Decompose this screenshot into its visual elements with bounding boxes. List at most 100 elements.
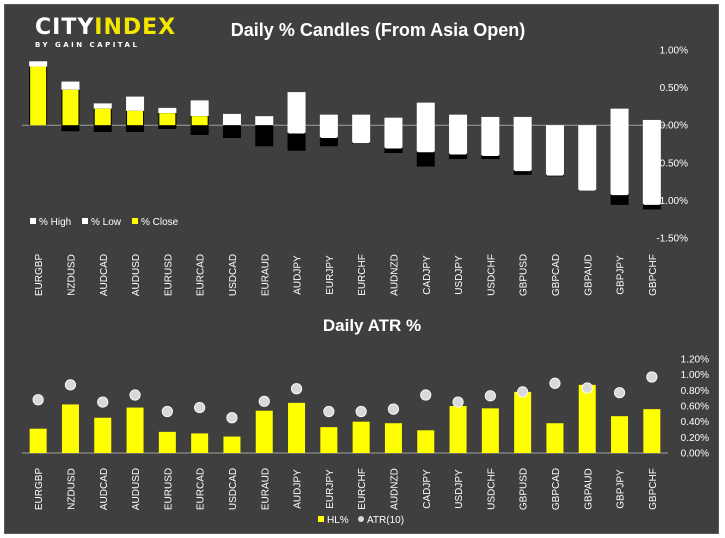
chart1-title: Daily % Candles (From Asia Open) [231, 20, 525, 40]
close-bar [191, 116, 208, 126]
x-tick-eurchf: EURCHF [357, 254, 368, 296]
atr-marker [646, 371, 658, 383]
hl-bar [514, 391, 532, 453]
legend-swatch-high [30, 218, 36, 224]
legend-label-high: % High [39, 217, 71, 228]
high-box [29, 61, 48, 67]
atr-marker [517, 386, 529, 398]
hl-bar [611, 416, 629, 453]
x-tick-usdchf: USDCHF [486, 254, 497, 296]
low-box [513, 170, 532, 175]
x-tick-usdjpy: USDJPY [454, 255, 465, 295]
logo-tagline: BY GAIN CAPITAL [35, 41, 140, 49]
high-box [449, 114, 468, 154]
x-tick-audusd: AUDUSD [131, 468, 142, 510]
x-tick-gbpaud: GBPAUD [583, 468, 594, 510]
hl-bar [288, 402, 306, 453]
atr-chart: EURGBP NZDUSD AUDCAD AUDUSD EURUSD EURCAD USDC… [22, 355, 709, 526]
atr-marker [613, 387, 626, 399]
x-tick-audcad: AUDCAD [99, 254, 110, 296]
x-tick-usdcad: USDCAD [228, 468, 239, 510]
atr-marker [194, 401, 206, 414]
high-box [416, 102, 435, 152]
x-tick-nzdusd: NZDUSD [66, 254, 77, 296]
x-tick-cadjpy: CADJPY [422, 469, 433, 509]
x-tick-gbpusd: GBPUSD [519, 254, 530, 296]
x-tick-nzdusd: NZDUSD [66, 468, 77, 510]
high-box [642, 119, 661, 205]
x-tick-eurusd: EURUSD [163, 254, 174, 296]
low-box [352, 142, 371, 144]
hl-bar [384, 423, 402, 453]
close-bar [94, 108, 111, 126]
y-tick: 1.00% [681, 370, 709, 381]
y-tick: -0.50% [656, 158, 688, 169]
low-box [610, 194, 629, 205]
low-box [545, 174, 564, 177]
x-tick-eurjpy: EURJPY [325, 469, 336, 509]
hl-bar [94, 417, 112, 453]
hl-bar [61, 404, 79, 453]
low-box [287, 132, 306, 151]
high-box [190, 100, 209, 117]
atr-marker [64, 379, 77, 391]
x-tick-gbpchf: GBPCHF [648, 468, 659, 510]
candles-chart: EURGBP NZDUSD AUDCAD AUDUSD EURUSD EURCAD USDC… [22, 46, 688, 297]
hl-bar [643, 409, 661, 453]
high-box [93, 103, 112, 109]
high-box [126, 96, 145, 111]
y-tick: 1.00% [660, 46, 688, 57]
atr-marker [161, 405, 173, 418]
legend-label-hl: HL% [327, 515, 349, 526]
legend-label-low: % Low [91, 217, 122, 228]
y-tick: 0.00% [681, 449, 709, 460]
hl-bar [255, 410, 273, 453]
atr-marker [355, 405, 367, 418]
x-tick-gbpjpy: GBPJPY [616, 469, 627, 509]
x-tick-audjpy: AUDJPY [293, 255, 304, 295]
hl-bar [126, 407, 144, 453]
low-box [384, 147, 403, 154]
legend-swatch-close [132, 218, 138, 224]
x-tick-gbpchf: GBPCHF [648, 254, 659, 296]
x-tick-eurjpy: EURJPY [325, 255, 336, 295]
atr-marker [290, 383, 303, 395]
x-tick-eurcad: EURCAD [196, 468, 207, 510]
high-box [158, 107, 177, 114]
x-tick-usdcad: USDCAD [228, 254, 239, 296]
x-tick-usdchf: USDCHF [486, 468, 497, 510]
legend-label-close: % Close [141, 217, 179, 228]
x-tick-eurchf: EURCHF [357, 468, 368, 510]
close-bar [159, 113, 176, 126]
high-box [545, 125, 564, 175]
city-index-logo: CITYINDEX BY GAIN CAPITAL [35, 15, 177, 50]
atr-marker [581, 382, 593, 394]
close-bar [62, 89, 79, 126]
x-tick-euraud: EURAUD [260, 254, 271, 296]
low-box [642, 204, 661, 210]
hl-bar [223, 436, 241, 453]
x-tick-audnzd: AUDNZD [389, 254, 400, 296]
high-box [319, 114, 338, 138]
legend-swatch-atr [358, 516, 364, 522]
x-tick-audcad: AUDCAD [99, 468, 110, 510]
atr-marker [420, 389, 432, 401]
x-tick-gbpcad: GBPCAD [551, 468, 562, 510]
high-box [481, 116, 500, 156]
x-tick-gbpjpy: GBPJPY [616, 255, 627, 295]
low-box [222, 125, 241, 138]
x-tick-eurgbp: EURGBP [34, 254, 45, 297]
x-tick-audjpy: AUDJPY [293, 469, 304, 509]
logo-text: CITYINDEX [35, 15, 177, 40]
atr-marker [129, 389, 141, 401]
hl-bar [578, 384, 596, 453]
y-tick: 0.20% [681, 433, 709, 444]
y-tick: 0.80% [681, 386, 709, 397]
high-box [513, 116, 532, 171]
high-box [222, 113, 241, 126]
high-box [255, 116, 274, 126]
legend-swatch-hl [318, 516, 324, 522]
x-tick-gbpusd: GBPUSD [519, 468, 530, 510]
y-tick: 0.00% [660, 121, 688, 132]
